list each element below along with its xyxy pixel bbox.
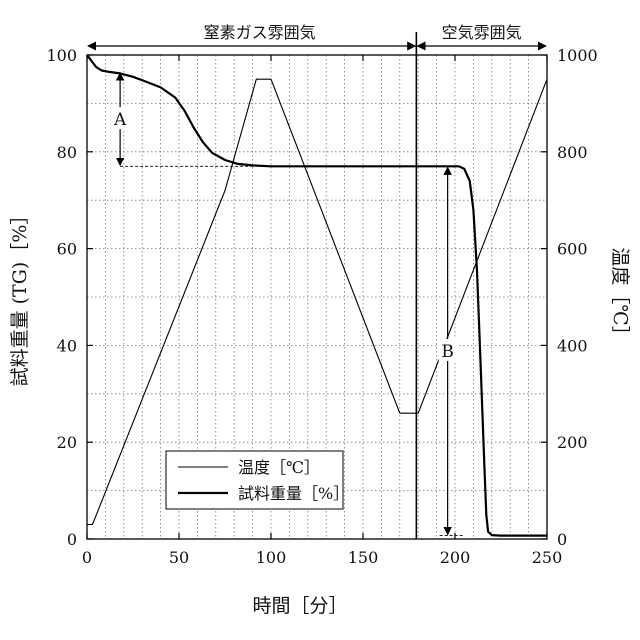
y-right-tick-label: 200 — [557, 433, 588, 452]
region-label: 窒素ガス雰囲気 — [204, 23, 316, 42]
legend-label: 試料重量［%］ — [238, 484, 349, 503]
y-left-tick-label: 100 — [46, 46, 77, 65]
y-left-tick-label: 80 — [57, 143, 77, 162]
y-right-tick-label: 800 — [557, 143, 588, 162]
y-axis-right-title: 温度［℃］ — [609, 247, 631, 344]
x-tick-label: 0 — [82, 548, 92, 567]
annotation-label: A — [113, 110, 127, 130]
region-label: 空気雰囲気 — [442, 23, 522, 42]
x-tick-label: 150 — [348, 548, 379, 567]
y-axis-left-title: 試料重量 (TG)［%］ — [9, 206, 31, 387]
annotation-label: B — [441, 342, 454, 362]
y-left-tick-label: 40 — [57, 336, 77, 355]
legend: 温度［℃］ 試料重量［%］ — [166, 451, 349, 509]
x-axis-title: 時間［分］ — [252, 595, 347, 617]
x-tick-label: 100 — [256, 548, 287, 567]
y-left-tick-label: 20 — [57, 433, 77, 452]
x-tick-label: 250 — [532, 548, 563, 567]
y-right-tick-label: 0 — [557, 530, 567, 549]
x-tick-label: 50 — [169, 548, 189, 567]
x-tick-label: 200 — [440, 548, 471, 567]
y-left-tick-label: 60 — [57, 240, 77, 259]
y-right-tick-label: 1000 — [557, 46, 598, 65]
legend-label: 温度［℃］ — [238, 458, 320, 477]
y-right-tick-label: 400 — [557, 336, 588, 355]
y-left-tick-label: 0 — [67, 530, 77, 549]
y-right-tick-label: 600 — [557, 240, 588, 259]
